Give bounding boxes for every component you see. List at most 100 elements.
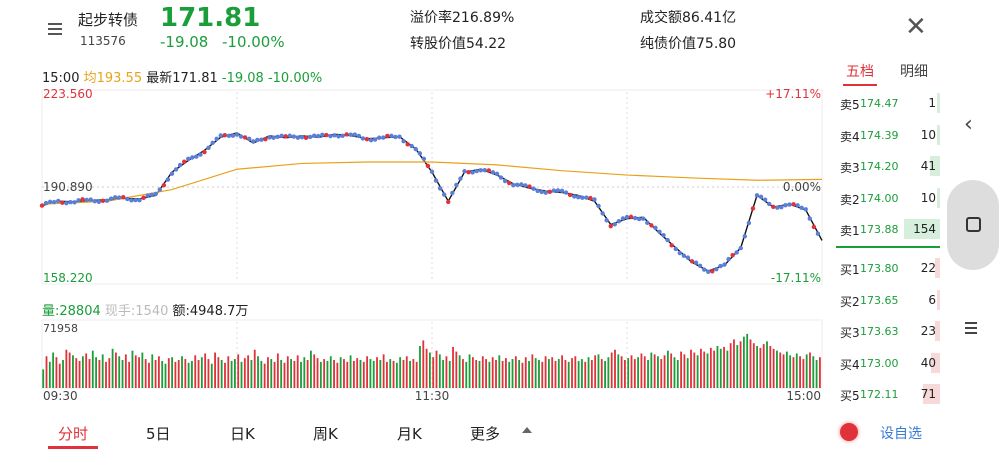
tab-detail[interactable]: 明细	[900, 64, 928, 80]
volume-bar	[789, 355, 792, 388]
price-dot	[612, 222, 618, 227]
volume-bar	[68, 352, 71, 388]
price-dot	[47, 199, 53, 205]
menu-icon[interactable]	[46, 20, 66, 40]
level-label: 卖2	[840, 192, 860, 207]
price-dot	[714, 266, 719, 272]
price-dot	[169, 171, 175, 176]
price-dot	[234, 132, 240, 137]
volume-bar	[263, 363, 266, 388]
home-button[interactable]	[947, 180, 999, 270]
price-dot	[531, 186, 536, 191]
price-dot	[486, 168, 492, 173]
price-chart[interactable]: 223.560 190.890 158.220 +17.11% 0.00% -17.11%…	[0, 0, 830, 450]
price-dot	[653, 225, 658, 231]
price-dot	[547, 189, 553, 195]
volume-bar	[703, 351, 706, 388]
price-dot	[490, 170, 496, 175]
tab-intraday-underline	[48, 446, 98, 449]
volume-bar	[333, 360, 335, 388]
volume-bar	[227, 356, 230, 388]
volume-bar	[65, 349, 68, 388]
info-change: -19.08	[221, 71, 264, 86]
tab-intraday[interactable]: 分时	[58, 425, 89, 443]
level-label: 卖4	[840, 129, 860, 144]
volume-bar	[650, 352, 653, 388]
price-dot	[580, 195, 585, 200]
tab-week-k[interactable]: 周K	[313, 425, 338, 443]
volume-bar	[610, 352, 613, 388]
price-dot	[746, 220, 752, 226]
price-dot	[121, 194, 126, 200]
price-dot	[766, 201, 772, 207]
volume-bar	[164, 363, 167, 388]
volume-bar	[369, 359, 372, 388]
volume-bar	[217, 357, 220, 388]
volume-bar	[544, 356, 547, 388]
level-label: 卖1	[840, 224, 860, 238]
close-icon[interactable]: ✕	[905, 12, 927, 42]
volume-bar	[614, 349, 616, 388]
price-dot	[116, 195, 122, 200]
level-price: 173.00	[860, 356, 899, 370]
price-dot	[429, 169, 435, 174]
price-dot	[600, 211, 605, 216]
price-dot	[482, 167, 488, 173]
info-avg: 均193.55	[83, 71, 143, 86]
volume-bar	[700, 348, 702, 388]
price-dot	[470, 170, 475, 175]
volume-bar	[462, 359, 464, 388]
level-volume: 71	[920, 387, 936, 401]
level-price: 172.11	[860, 388, 899, 401]
volume-bar	[75, 358, 78, 388]
price-dot	[779, 205, 784, 210]
price-dot	[706, 269, 711, 275]
volume-bar	[567, 361, 570, 388]
stock-name: 起步转债	[78, 11, 139, 29]
volume-bar	[772, 348, 775, 388]
volume-bar	[306, 360, 309, 388]
volume-bar	[257, 356, 259, 388]
price-dot	[523, 183, 528, 188]
record-icon[interactable]	[840, 423, 858, 441]
volume-bar	[590, 360, 593, 388]
volume-bar	[415, 361, 418, 388]
add-watchlist-button[interactable]: 设自选	[880, 426, 922, 442]
volume-bar	[85, 353, 88, 388]
price-dot	[494, 171, 500, 176]
volume-bar	[101, 354, 104, 388]
conversion-value: 转股价值54.22	[410, 36, 507, 52]
chevron-left-icon[interactable]: ‹	[964, 112, 973, 137]
volume-bar	[792, 357, 795, 388]
volume-bar	[749, 339, 752, 388]
volume-bar	[389, 359, 392, 388]
price-dot	[616, 219, 622, 224]
tab-month-k[interactable]: 月K	[397, 425, 422, 443]
tab-5day[interactable]: 5日	[146, 425, 171, 443]
level-price: 174.00	[860, 191, 899, 205]
volume-bar	[442, 360, 445, 388]
volume-bar	[561, 355, 564, 388]
volume-bar	[270, 359, 273, 388]
caret-up-icon[interactable]	[522, 427, 532, 433]
hamburger-icon[interactable]	[965, 322, 979, 334]
tab-more[interactable]: 更多	[470, 425, 501, 443]
tab-five-levels[interactable]: 五档	[846, 64, 874, 80]
bid-row: 买5 172.11 71	[840, 383, 940, 405]
level-price: 173.80	[860, 262, 899, 275]
price-dot	[267, 135, 272, 140]
price-dot	[80, 197, 85, 202]
volume-bar	[670, 353, 673, 388]
volume-frame	[41, 319, 823, 389]
ask-row: 卖3 174.20 41	[840, 155, 940, 177]
y-axis-label: 190.890	[43, 180, 93, 194]
volume-bar	[108, 358, 111, 388]
volume-bar	[346, 361, 349, 388]
volume-bar	[91, 350, 94, 388]
price-dot	[397, 134, 402, 139]
volume-bar	[815, 360, 818, 388]
price-dot	[515, 182, 520, 188]
price-dot	[137, 198, 142, 203]
price-dot	[186, 156, 191, 162]
tab-day-k[interactable]: 日K	[230, 425, 255, 443]
